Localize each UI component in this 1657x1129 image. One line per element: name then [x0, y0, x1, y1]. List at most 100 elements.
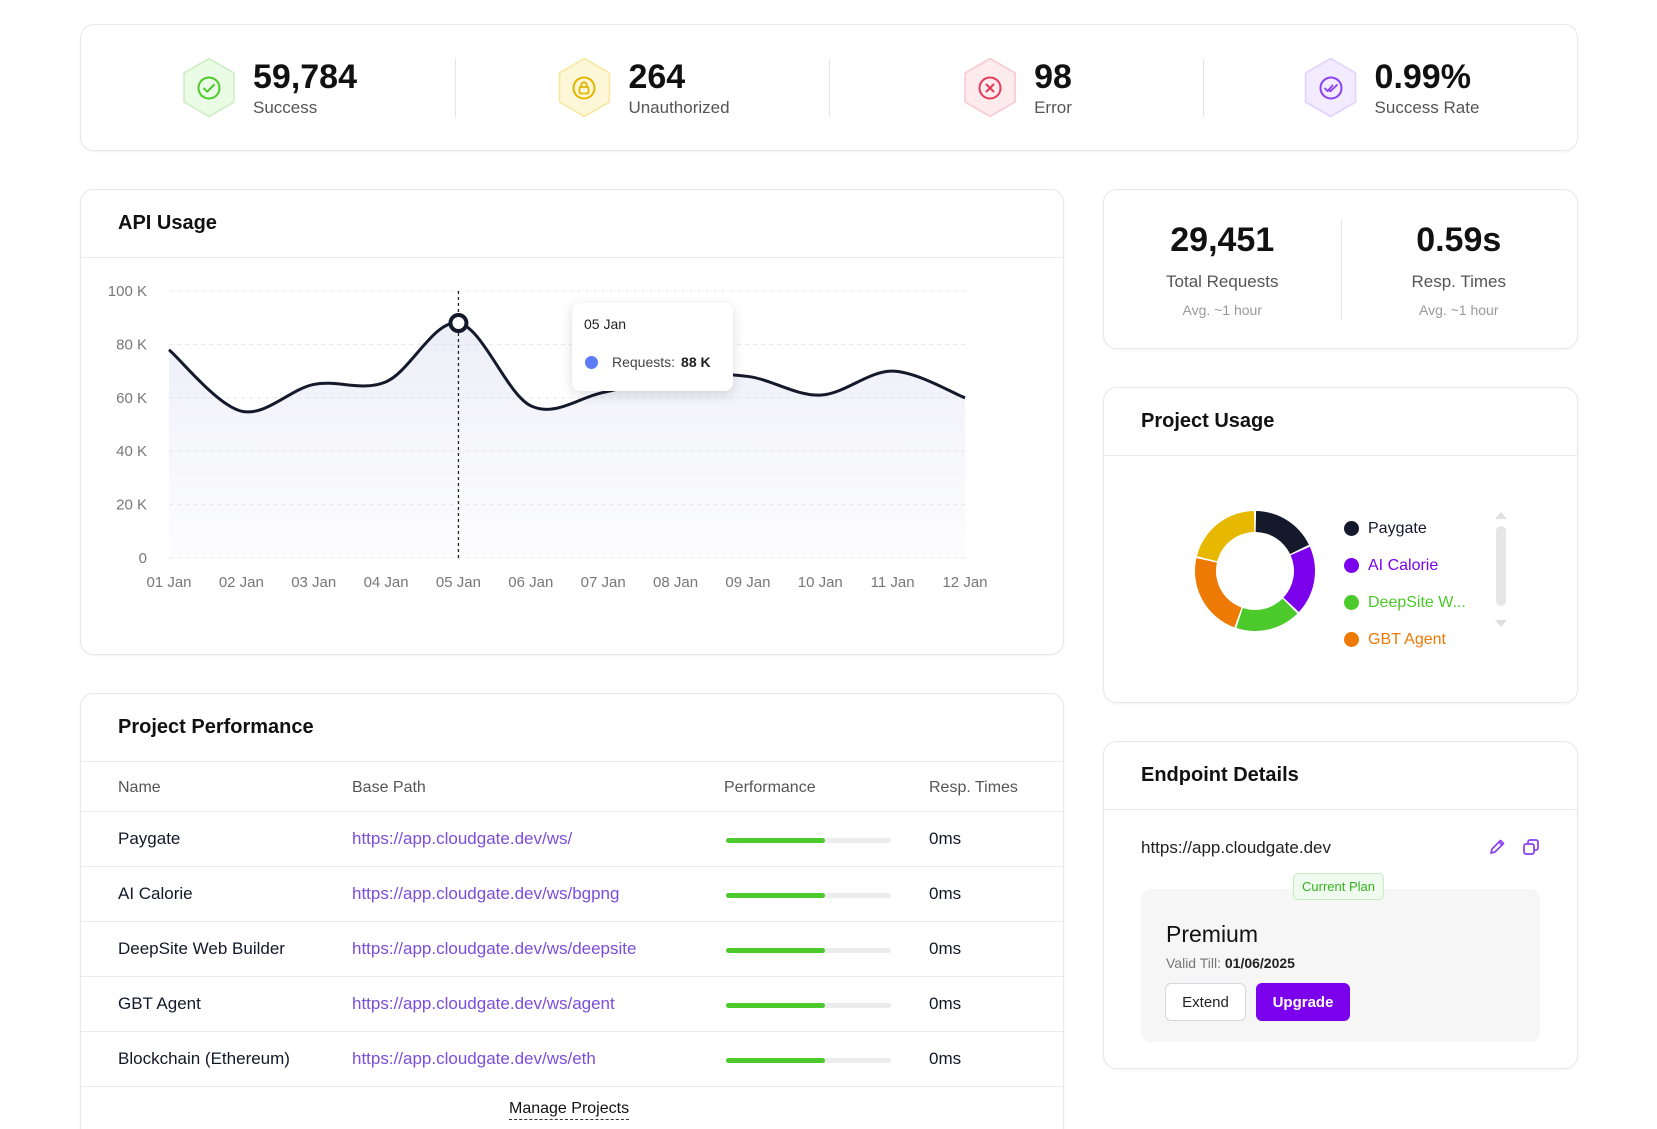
stat-value: 98	[1034, 57, 1072, 96]
table-row[interactable]: Paygate https://app.cloudgate.dev/ws/ 0m…	[81, 812, 1063, 867]
resp-time: 0ms	[929, 1049, 962, 1068]
y-tick-label: 40 K	[116, 443, 147, 460]
endpoint-url: https://app.cloudgate.dev	[1141, 838, 1331, 857]
stat-value: 264	[628, 57, 686, 96]
table-header: Name Base Path Performance Resp. Times	[81, 762, 1063, 812]
series-line[interactable]	[168, 321, 966, 414]
legend-item[interactable]: Paygate	[1344, 510, 1466, 547]
total-value: 29,451	[1170, 220, 1275, 259]
donut-slice[interactable]	[1255, 511, 1309, 554]
stat-label: Unauthorized	[628, 97, 730, 117]
highlight-point[interactable]	[448, 313, 469, 334]
table-row[interactable]: DeepSite Web Builder https://app.cloudga…	[81, 922, 1063, 977]
x-tick-label: 09 Jan	[725, 574, 770, 591]
legend-item[interactable]: AI Calorie	[1344, 547, 1466, 584]
stat-label: Success Rate	[1374, 97, 1480, 117]
data-point[interactable]	[964, 396, 967, 399]
base-path-link[interactable]: https://app.cloudgate.dev/ws/deepsite	[352, 939, 637, 958]
stat-success-rate: 0.99% Success Rate	[1203, 25, 1577, 150]
check-circle-icon	[183, 57, 235, 118]
data-point[interactable]	[240, 410, 243, 413]
x-tick-label: 04 Jan	[364, 574, 409, 591]
data-point[interactable]	[529, 404, 532, 407]
stat-unauthorized: 264 Unauthorized	[455, 25, 829, 150]
plan-name: Premium	[1166, 921, 1259, 947]
data-point[interactable]	[168, 348, 171, 351]
data-point[interactable]	[819, 394, 822, 397]
performance-bar	[726, 948, 891, 953]
lock-icon	[558, 57, 611, 118]
column-header-performance[interactable]: Performance	[724, 779, 816, 796]
resp-time: 0ms	[929, 994, 962, 1013]
stat-value: 59,784	[253, 57, 357, 96]
project-name: DeepSite Web Builder	[118, 939, 285, 958]
legend-label: Paygate	[1368, 519, 1427, 537]
copy-icon[interactable]	[1521, 837, 1541, 862]
donut-slice[interactable]	[1196, 511, 1255, 562]
legend-item[interactable]: GBT Agent	[1344, 621, 1466, 658]
donut-slice[interactable]	[1195, 558, 1242, 628]
x-tick-label: 05 Jan	[436, 574, 481, 591]
data-point[interactable]	[312, 383, 315, 386]
tooltip-label: Requests: 88 K	[612, 354, 711, 370]
extend-button[interactable]: Extend	[1165, 983, 1246, 1021]
data-point[interactable]	[891, 370, 894, 373]
upgrade-button[interactable]: Upgrade	[1256, 983, 1350, 1021]
base-path-link[interactable]: https://app.cloudgate.dev/ws/	[352, 829, 573, 848]
totals-card: 29,451 Total Requests Avg. ~1 hour 0.59s…	[1103, 189, 1578, 349]
legend-scroll-up-icon[interactable]	[1495, 512, 1507, 519]
x-tick-label: 10 Jan	[798, 574, 843, 591]
base-path-link[interactable]: https://app.cloudgate.dev/ws/bgpng	[352, 884, 620, 903]
manage-projects-link[interactable]: Manage Projects	[509, 1100, 630, 1120]
stat-success: 59,784 Success	[81, 25, 455, 150]
api-usage-chart[interactable]: 0 20 K 40 K 60 K 80 K 100 K 01 Jan 02 Jan 03 Jan…	[81, 258, 1064, 655]
card-title: API Usage	[118, 212, 217, 234]
table-row[interactable]: AI Calorie https://app.cloudgate.dev/ws/…	[81, 867, 1063, 922]
card-title: Project Performance	[118, 716, 314, 738]
stats-bar: 59,784 Success 264 Unauthorized 98 Error	[80, 24, 1578, 151]
performance-fill	[726, 893, 825, 898]
valid-label: Valid Till:	[1166, 955, 1221, 971]
column-header-name[interactable]: Name	[118, 779, 161, 796]
table-row[interactable]: GBT Agent https://app.cloudgate.dev/ws/a…	[81, 977, 1063, 1032]
legend-scroll-down-icon[interactable]	[1495, 620, 1507, 627]
stat-value: 0.99%	[1374, 57, 1471, 96]
endpoint-details-card: Endpoint Details https://app.cloudgate.d…	[1103, 741, 1578, 1069]
x-tick-label: 07 Jan	[581, 574, 626, 591]
data-point[interactable]	[746, 375, 749, 378]
y-tick-label: 0	[139, 550, 147, 567]
total-sub: Avg. ~1 hour	[1418, 301, 1499, 318]
project-usage-donut[interactable]	[1192, 508, 1318, 634]
legend-dot	[1344, 558, 1359, 573]
card-title: Project Usage	[1141, 410, 1275, 432]
column-header-base-path[interactable]: Base Path	[352, 779, 426, 796]
base-path-link[interactable]: https://app.cloudgate.dev/ws/agent	[352, 994, 615, 1013]
project-name: Blockchain (Ethereum)	[118, 1049, 290, 1068]
edit-pencil-icon[interactable]	[1487, 837, 1507, 862]
x-tick-label: 12 Jan	[942, 574, 987, 591]
resp-time: 0ms	[929, 884, 962, 903]
column-header-resp-times[interactable]: Resp. Times	[929, 779, 1018, 796]
performance-fill	[726, 1058, 825, 1063]
series-area	[169, 322, 965, 558]
legend-dot	[1344, 521, 1359, 536]
performance-fill	[726, 1003, 825, 1008]
data-point[interactable]	[602, 391, 605, 394]
base-path-link[interactable]: https://app.cloudgate.dev/ws/eth	[352, 1049, 596, 1068]
data-point[interactable]	[385, 380, 388, 383]
legend-dot	[1344, 595, 1359, 610]
x-tick-label: 08 Jan	[653, 574, 698, 591]
tooltip-series-dot	[585, 356, 598, 369]
performance-bar	[726, 1003, 891, 1008]
performance-fill	[726, 838, 825, 843]
legend-item[interactable]: DeepSite W...	[1344, 584, 1466, 621]
total-label: Total Requests	[1166, 271, 1279, 291]
donut-legend: Paygate AI Calorie DeepSite W... GBT Age…	[1344, 510, 1466, 658]
donut-slice[interactable]	[1283, 546, 1315, 612]
legend-scrollbar[interactable]	[1496, 526, 1506, 606]
x-tick-label: 01 Jan	[146, 574, 191, 591]
table-row[interactable]: Blockchain (Ethereum) https://app.cloudg…	[81, 1032, 1063, 1087]
tooltip-label-text: Requests:	[612, 354, 676, 370]
donut-slice[interactable]	[1236, 598, 1298, 631]
y-tick-label: 60 K	[116, 390, 147, 407]
